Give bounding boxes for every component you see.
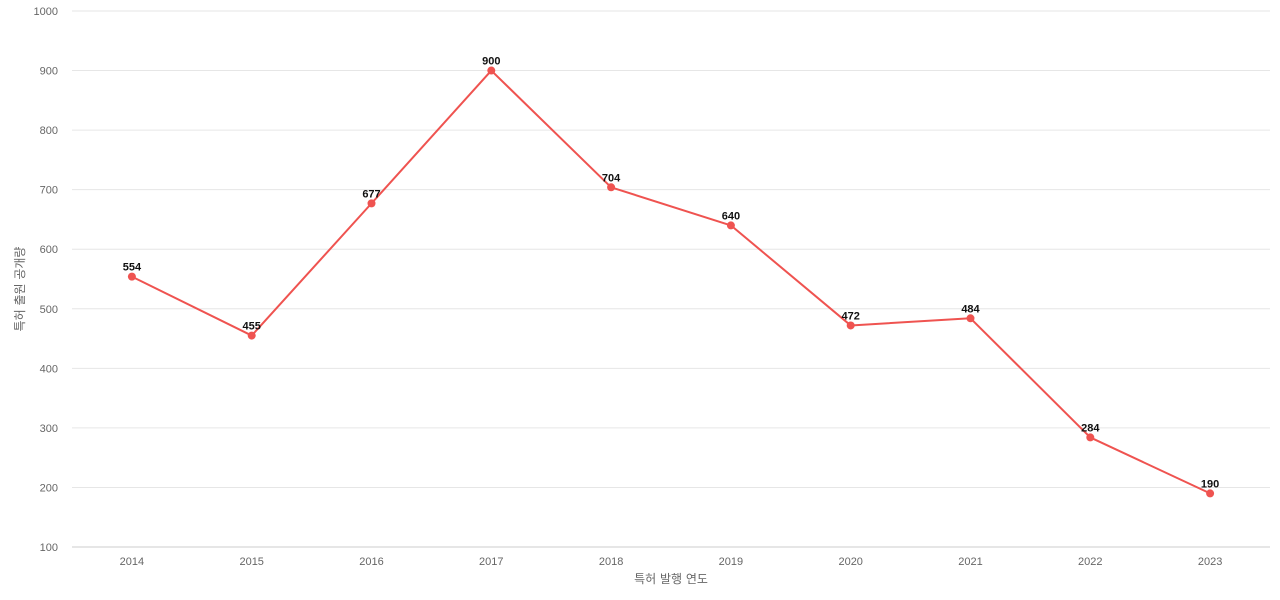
data-point[interactable]	[607, 183, 616, 192]
x-tick-label: 2020	[838, 556, 862, 568]
data-point[interactable]	[726, 221, 735, 230]
x-tick-label: 2018	[599, 556, 623, 568]
data-label: 704	[602, 172, 621, 184]
data-label: 190	[1201, 478, 1219, 490]
data-label: 472	[842, 310, 860, 322]
data-label: 554	[123, 262, 142, 274]
y-tick-label: 100	[40, 542, 58, 554]
data-label: 284	[1081, 422, 1100, 434]
data-label: 484	[961, 303, 980, 315]
y-tick-label: 400	[40, 363, 58, 375]
series-group	[127, 66, 1215, 498]
y-tick-label: 700	[40, 185, 58, 197]
data-point[interactable]	[367, 199, 376, 208]
y-tick-label: 900	[40, 66, 58, 78]
data-point[interactable]	[127, 272, 136, 281]
x-tick-label: 2017	[479, 556, 503, 568]
data-labels: 554 455 677 900 704 640 472 484 284 190	[123, 56, 1220, 491]
x-tick-label: 2021	[958, 556, 982, 568]
x-tick-label: 2023	[1198, 556, 1222, 568]
gridlines	[72, 10, 1270, 548]
data-point[interactable]	[1086, 433, 1095, 442]
x-tick-label: 2015	[239, 556, 263, 568]
x-tick-label: 2016	[359, 556, 383, 568]
data-label: 677	[362, 188, 380, 200]
y-tick-label: 600	[40, 244, 58, 256]
y-axis-ticks: 100 200 300 400 500 600 700 800 900 1000	[34, 6, 58, 554]
data-label: 455	[243, 321, 261, 333]
y-tick-label: 200	[40, 482, 58, 494]
data-point[interactable]	[487, 66, 496, 75]
x-axis-title: 특허 발행 연도	[634, 571, 708, 586]
x-tick-label: 2014	[120, 556, 144, 568]
data-point[interactable]	[966, 314, 975, 323]
y-tick-label: 300	[40, 423, 58, 435]
y-tick-label: 500	[40, 304, 58, 316]
x-tick-label: 2022	[1078, 556, 1102, 568]
data-point[interactable]	[846, 321, 855, 330]
data-point[interactable]	[1206, 489, 1215, 498]
y-axis-title: 특허 출원 공개량	[13, 247, 27, 332]
x-axis-ticks: 2014 2015 2016 2017 2018 2019 2020 2021 2022 2023	[120, 556, 1223, 568]
y-tick-label: 1000	[34, 6, 58, 18]
data-label: 640	[722, 210, 740, 222]
data-point[interactable]	[247, 331, 256, 340]
data-label: 900	[482, 56, 500, 68]
y-tick-label: 800	[40, 125, 58, 137]
series-line	[131, 69, 1211, 495]
x-tick-label: 2019	[719, 556, 743, 568]
